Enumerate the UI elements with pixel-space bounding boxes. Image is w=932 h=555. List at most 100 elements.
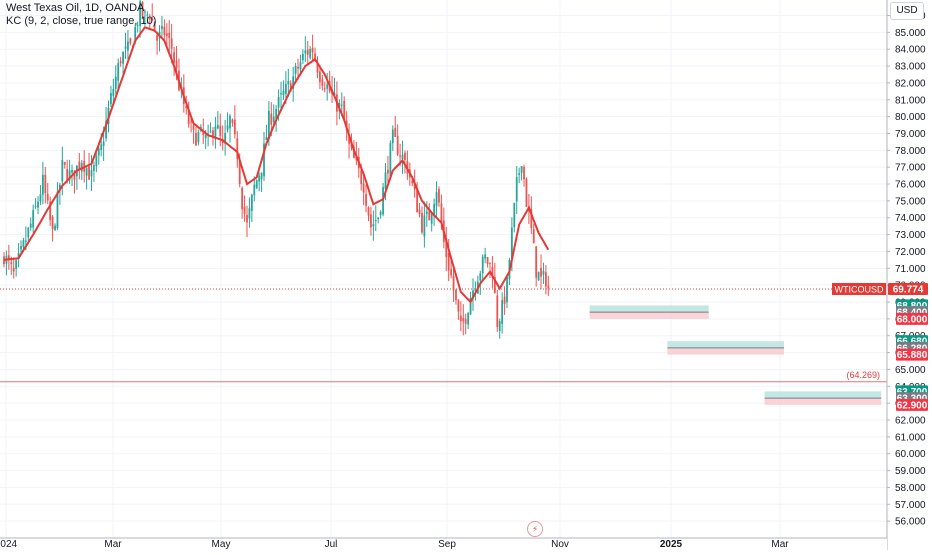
- candle-body: [547, 285, 550, 289]
- candle-body: [360, 170, 363, 185]
- candle-body: [165, 33, 168, 37]
- x-tick-label: 2024: [0, 539, 18, 550]
- y-tick-label: 79.000: [895, 129, 926, 140]
- zone-3-lower: [764, 398, 882, 405]
- candle-body: [250, 194, 253, 212]
- keltner-line: [3, 26, 550, 304]
- candle-body: [513, 202, 516, 228]
- last-price-tag-bg: [888, 282, 928, 295]
- candle-body: [10, 262, 13, 265]
- candle-body: [7, 255, 10, 261]
- candle-body: [37, 201, 39, 208]
- candle-body: [542, 271, 545, 275]
- candle-body: [144, 11, 146, 13]
- candle-body: [44, 174, 47, 193]
- candle-body: [277, 96, 280, 108]
- candle-body: [377, 217, 380, 220]
- candle-body: [173, 52, 175, 63]
- candle-body: [233, 119, 236, 135]
- candle-body: [49, 201, 52, 220]
- candle-body: [190, 121, 193, 123]
- candle-body: [418, 209, 421, 215]
- candle-body: [343, 100, 346, 121]
- candle-body: [146, 14, 149, 16]
- y-tick-label: 65.000: [895, 365, 926, 376]
- candle-body: [306, 49, 309, 55]
- candle-body: [447, 253, 450, 271]
- zone-1-bottom-tag: 68.000: [897, 314, 928, 325]
- candle-body: [258, 175, 261, 182]
- candle-body: [316, 63, 319, 73]
- y-tick-label: 85.000: [895, 28, 926, 39]
- candle-body: [445, 238, 448, 257]
- candle-body: [362, 183, 365, 193]
- candles: [3, 0, 550, 339]
- y-tick-label: 81.000: [895, 95, 926, 106]
- candle-body: [195, 132, 197, 146]
- candle-body: [192, 125, 195, 130]
- candle-body: [498, 321, 501, 331]
- candle-body: [540, 267, 542, 277]
- candle-body: [270, 113, 273, 125]
- candle-body: [41, 174, 44, 195]
- candle-body: [246, 215, 248, 223]
- candle-body: [450, 269, 453, 276]
- candle-body: [204, 134, 207, 139]
- candle-body: [384, 172, 387, 189]
- candle-body: [39, 194, 42, 202]
- candle-body: [151, 18, 154, 21]
- candle-body: [78, 161, 81, 170]
- zone-1-lower: [589, 312, 709, 319]
- candle-body: [185, 106, 188, 109]
- candle-body: [520, 166, 523, 173]
- currency-button[interactable]: USD: [890, 2, 924, 20]
- candle-body: [88, 166, 90, 180]
- candle-body: [455, 289, 457, 301]
- candle-body: [523, 167, 525, 180]
- candle-body: [238, 160, 241, 184]
- candle-body: [299, 62, 302, 70]
- candle-body: [391, 129, 394, 144]
- candle-body: [214, 126, 217, 140]
- candle-body: [197, 132, 200, 143]
- y-tick-label: 58.000: [895, 483, 926, 494]
- candle-body: [34, 205, 37, 207]
- keltner-middle-line: [3, 26, 550, 304]
- candle-body: [85, 168, 88, 176]
- lightning-icon[interactable]: ⚡: [527, 521, 543, 537]
- candle-body: [433, 204, 436, 216]
- candle-body: [15, 260, 18, 269]
- candle-body: [231, 119, 234, 123]
- candle-body: [124, 46, 127, 49]
- candle-body: [267, 110, 270, 140]
- chart-legend: West Texas Oil, 1D, OANDA KC (9, 2, clos…: [6, 2, 156, 28]
- candle-body: [224, 133, 227, 144]
- candle-body: [187, 110, 190, 125]
- candle-body: [309, 49, 312, 58]
- candle-body: [153, 21, 156, 32]
- candle-body: [275, 108, 278, 119]
- candle-body: [129, 38, 132, 44]
- candle-body: [301, 53, 304, 61]
- candle-body: [272, 116, 275, 122]
- candle-body: [95, 155, 98, 167]
- candle-body: [491, 267, 494, 278]
- candle-body: [202, 130, 205, 136]
- grid-layer: [0, 0, 887, 538]
- y-tick-label: 71.000: [895, 264, 926, 275]
- candle-body: [311, 47, 314, 53]
- y-tick-label: 57.000: [895, 500, 926, 511]
- candle-body: [544, 272, 547, 287]
- candle-body: [17, 252, 20, 259]
- candle-body: [216, 124, 219, 129]
- candle-body: [136, 25, 139, 27]
- x-tick-label: Sep: [438, 539, 456, 550]
- candle-body: [479, 273, 482, 281]
- candle-body: [489, 262, 491, 264]
- candle-body: [457, 299, 460, 312]
- indicator-title: KC (9, 2, close, true range, 10): [6, 15, 157, 27]
- candle-body: [435, 192, 438, 207]
- candle-body: [474, 290, 477, 292]
